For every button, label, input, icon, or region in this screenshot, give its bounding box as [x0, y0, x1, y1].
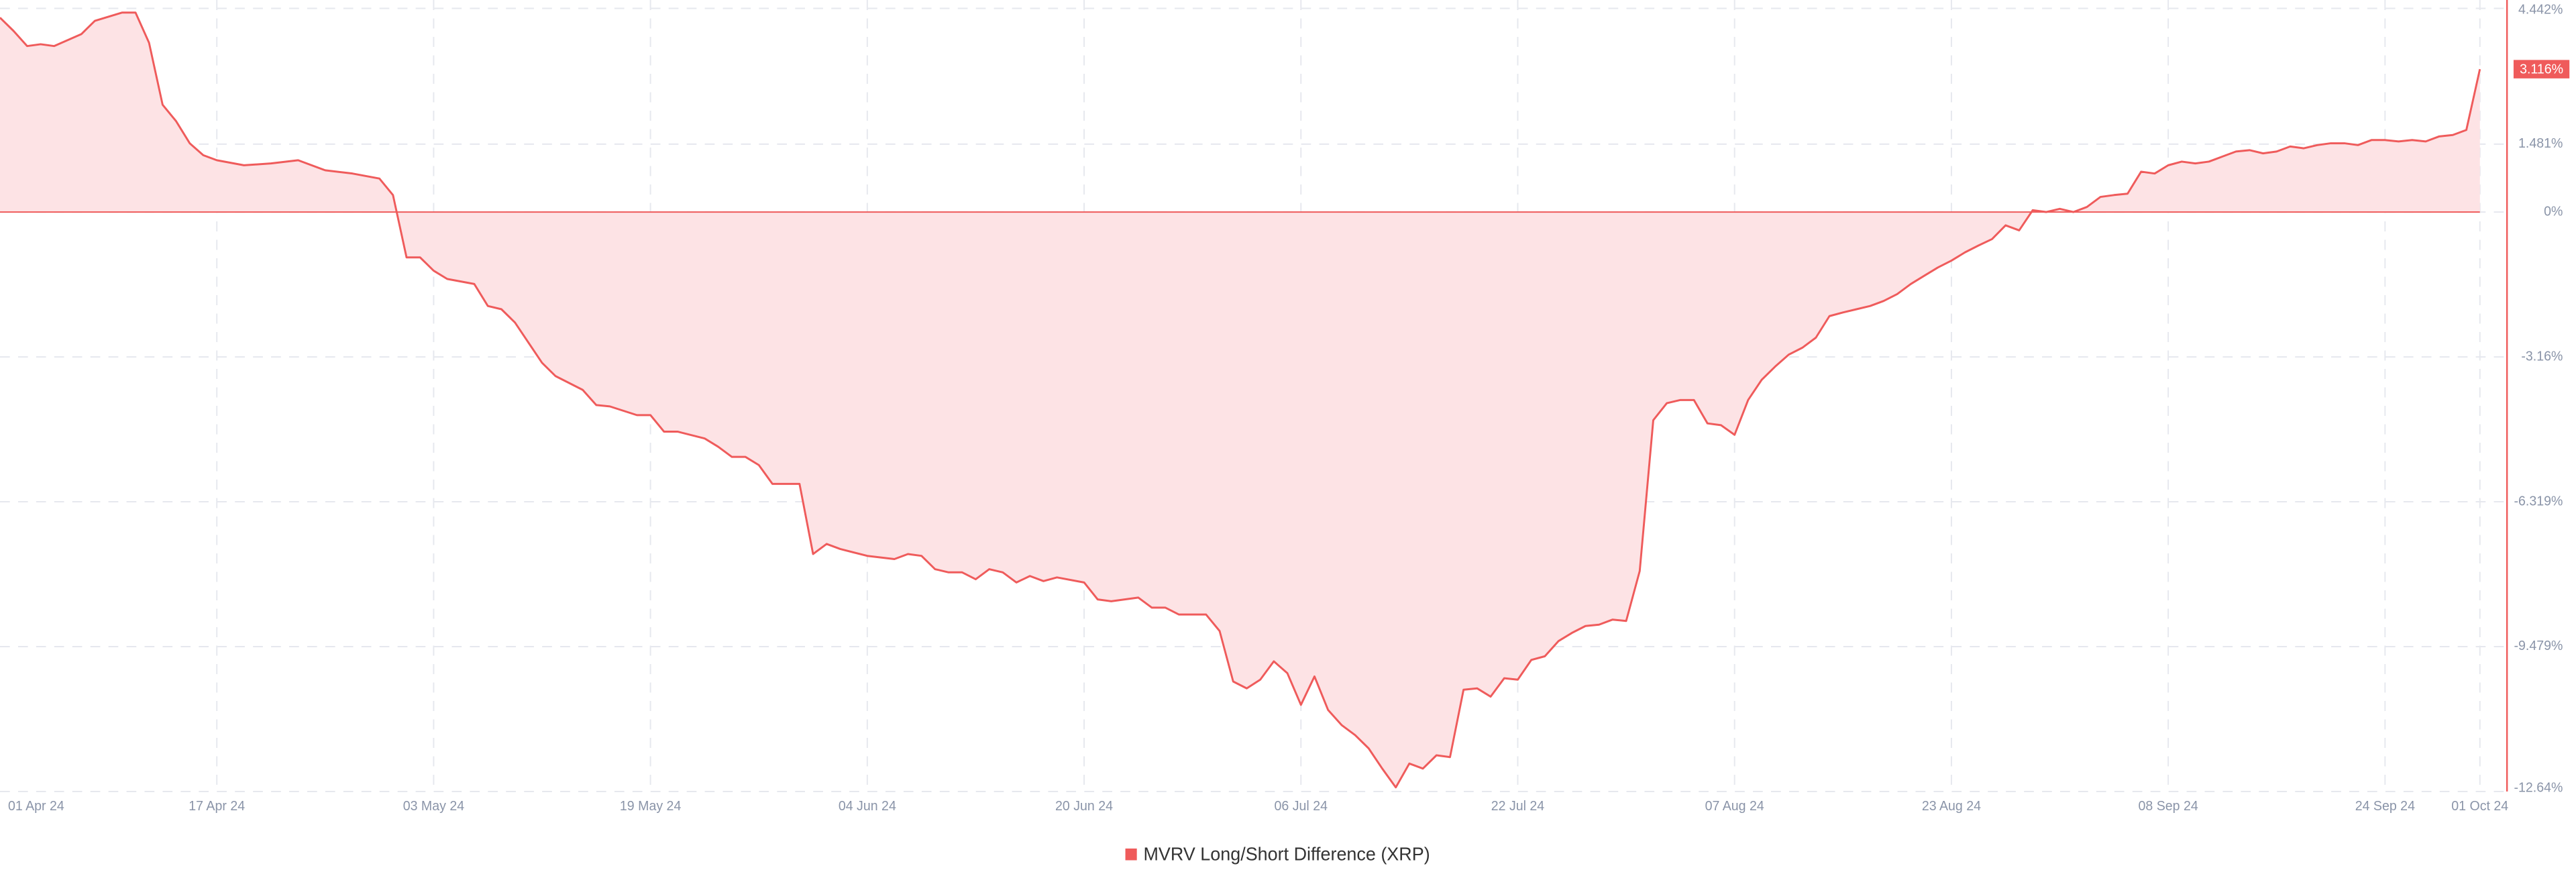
- x-tick-label: 03 May 24: [403, 799, 464, 814]
- value-tag-label: 3.116%: [2520, 62, 2563, 76]
- y-tick-label: -3.16%: [2521, 349, 2563, 364]
- line: [0, 11, 2481, 789]
- y-tick-label: 0%: [2544, 204, 2563, 219]
- x-tick-label: 01 Oct 24: [2451, 799, 2508, 814]
- x-tick-label: 08 Sep 24: [2138, 799, 2198, 814]
- x-tick-label: 23 Aug 24: [1922, 799, 1981, 814]
- y-tick-label: -12.64%: [2514, 780, 2563, 795]
- x-tick-label: 17 Apr 24: [189, 799, 245, 814]
- legend-swatch: [1125, 849, 1137, 861]
- x-tick-label: 06 Jul 24: [1275, 799, 1328, 814]
- x-tick-label: 01 Apr 24: [8, 799, 64, 814]
- y-tick-label: -9.479%: [2514, 639, 2563, 653]
- x-tick-label: 04 Jun 24: [839, 799, 896, 814]
- y-tick-label: 4.442%: [2518, 2, 2563, 17]
- x-tick-label: 24 Sep 24: [2355, 799, 2415, 814]
- area-fill: [0, 12, 2480, 787]
- x-tick-label: 22 Jul 24: [1491, 799, 1544, 814]
- value-tag: [2513, 60, 2570, 78]
- y-tick-label: 1.481%: [2518, 136, 2563, 151]
- y-tick-label: -6.319%: [2514, 494, 2563, 508]
- x-tick-label: 07 Aug 24: [1705, 799, 1764, 814]
- x-tick-label: 20 Jun 24: [1055, 799, 1113, 814]
- legend-label[interactable]: MVRV Long/Short Difference (XRP): [1143, 843, 1430, 864]
- x-tick-label: 19 May 24: [620, 799, 681, 814]
